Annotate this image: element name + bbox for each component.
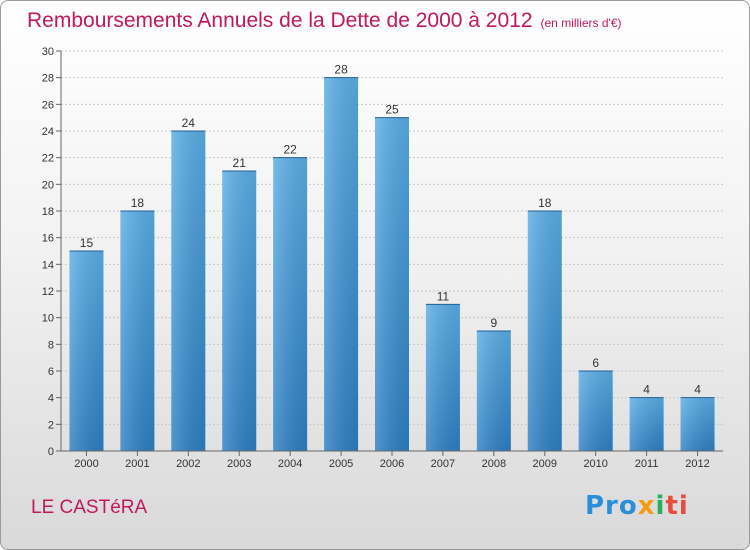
x-tick-label-2010: 2010	[583, 458, 607, 470]
y-tick-label: 18	[42, 206, 54, 218]
chart-title-text: Remboursements Annuels de la Dette de 20…	[27, 9, 533, 32]
y-tick-label: 28	[42, 73, 54, 85]
x-tick-label-2012: 2012	[685, 458, 709, 470]
data-label-2006: 25	[385, 103, 399, 117]
data-label-2010: 6	[592, 356, 599, 370]
data-label-2005: 28	[334, 63, 348, 77]
y-tick-label: 22	[42, 153, 54, 165]
x-tick-label-2007: 2007	[431, 458, 455, 470]
data-label-2012: 4	[694, 383, 701, 397]
y-tick-label: 24	[42, 126, 54, 138]
data-label-2002: 24	[182, 116, 196, 130]
x-tick-label-2005: 2005	[329, 458, 353, 470]
y-tick-label: 2	[48, 419, 54, 431]
data-label-2003: 21	[233, 156, 247, 170]
bar-shade-2000	[69, 251, 104, 451]
y-tick-label: 26	[42, 99, 54, 111]
data-label-2000: 15	[80, 236, 94, 250]
commune-name: LE CASTéRA	[31, 497, 148, 518]
data-label-2004: 22	[283, 143, 297, 157]
bar-shade-2005	[324, 77, 359, 452]
x-tick-label-2006: 2006	[380, 458, 404, 470]
logo-part-2: x	[637, 491, 656, 521]
bar-shade-2004	[273, 157, 308, 451]
bars-layer: 15 18 24 21 22 28 25 11 9 18 6 4 4	[69, 63, 715, 452]
y-tick-label: 16	[42, 233, 54, 245]
logo-part-1: Pro	[585, 491, 638, 521]
bar-shade-2010	[578, 371, 613, 451]
bar-shade-2001	[120, 211, 155, 451]
x-tick-label-2003: 2003	[227, 458, 251, 470]
data-label-2009: 18	[538, 196, 552, 210]
proxiti-logo: Proxiti	[585, 491, 689, 521]
y-tick-label: 8	[48, 339, 54, 351]
data-label-2001: 18	[131, 196, 145, 210]
logo-part-4: ti	[665, 491, 689, 521]
data-label-2007: 11	[437, 289, 450, 303]
y-tick-label: 12	[42, 286, 54, 298]
x-tick-label-2001: 2001	[125, 458, 149, 470]
bar-shade-2002	[171, 131, 206, 451]
chart-subtitle: (en milliers d'€)	[540, 16, 622, 30]
bar-shade-2009	[527, 211, 562, 451]
chart-title: Remboursements Annuels de la Dette de 20…	[27, 9, 622, 33]
y-tick-label: 6	[48, 366, 54, 378]
x-tick-label-2008: 2008	[482, 458, 506, 470]
y-tick-label: 4	[48, 393, 54, 405]
x-tick-label-2002: 2002	[176, 458, 200, 470]
x-tick-label-2011: 2011	[635, 458, 659, 470]
bar-shade-2007	[425, 304, 460, 451]
data-label-2008: 9	[491, 316, 498, 330]
y-tick-label: 14	[42, 259, 54, 271]
y-tick-label: 0	[48, 446, 54, 458]
bar-shade-2003	[222, 171, 257, 451]
y-tick-label: 20	[42, 179, 54, 191]
bar-shade-2008	[476, 331, 511, 451]
x-tick-label-2009: 2009	[533, 458, 557, 470]
bar-shade-2011	[629, 397, 664, 451]
data-label-2011: 4	[643, 383, 650, 397]
y-tick-label: 30	[42, 46, 54, 58]
y-tick-label: 10	[42, 313, 54, 325]
logo-part-3: i	[655, 491, 666, 521]
bar-shade-2006	[375, 117, 409, 452]
x-tick-label-2004: 2004	[278, 458, 302, 470]
bar-shade-2012	[680, 397, 715, 451]
x-tick-label-2000: 2000	[74, 458, 98, 470]
